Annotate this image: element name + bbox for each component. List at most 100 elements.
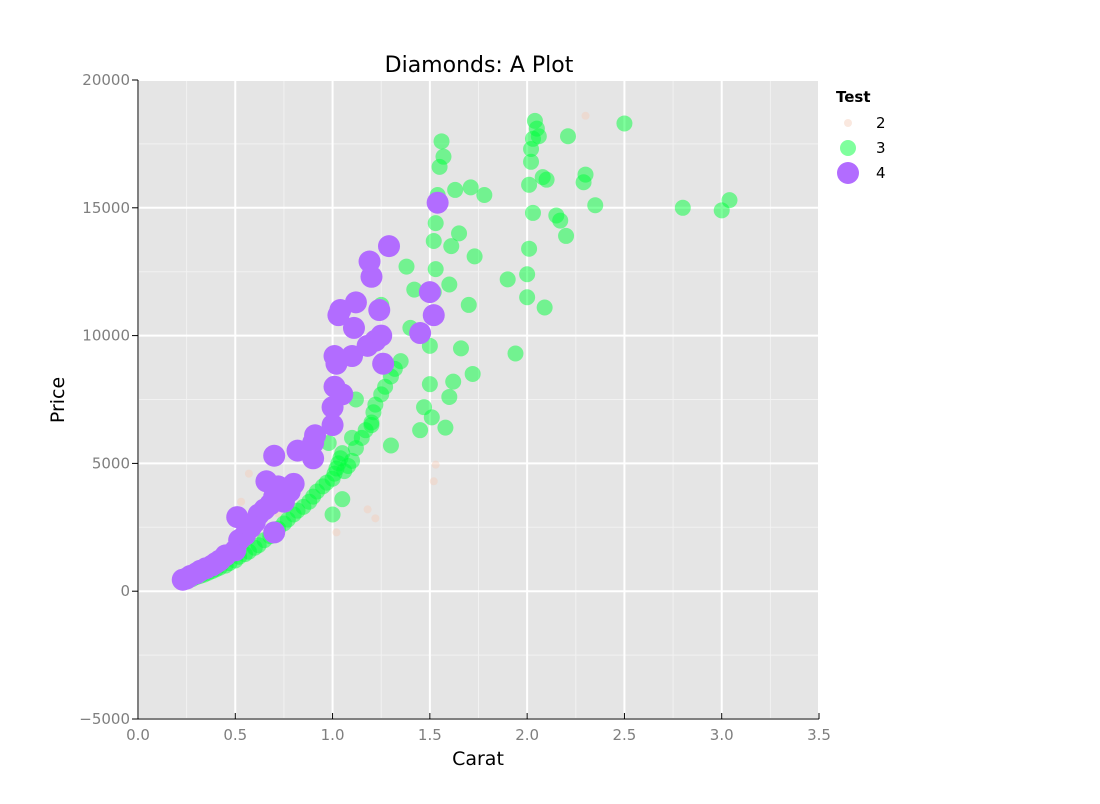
legend-label: 4 bbox=[876, 164, 886, 182]
x-tick-label: 2.0 bbox=[515, 726, 539, 744]
data-point bbox=[371, 514, 380, 523]
data-point bbox=[476, 187, 493, 204]
data-point bbox=[521, 176, 538, 193]
data-point bbox=[536, 299, 553, 316]
legend: Test 2 3 4 bbox=[836, 88, 886, 184]
data-point bbox=[302, 447, 325, 470]
series-4 bbox=[171, 191, 449, 591]
data-point bbox=[560, 128, 577, 145]
data-point bbox=[377, 235, 400, 258]
legend-marker bbox=[837, 162, 859, 184]
legend-marker bbox=[844, 119, 852, 127]
data-point bbox=[616, 115, 633, 132]
data-point bbox=[412, 422, 429, 439]
data-point bbox=[409, 322, 432, 345]
data-point bbox=[334, 491, 351, 508]
data-point bbox=[363, 505, 372, 514]
data-point bbox=[324, 506, 341, 523]
y-tick-label: −5000 bbox=[79, 710, 130, 728]
x-tick-label: 2.5 bbox=[612, 726, 636, 744]
data-point bbox=[519, 289, 536, 306]
data-point bbox=[423, 409, 440, 426]
data-point bbox=[435, 148, 452, 165]
data-point bbox=[304, 424, 327, 447]
data-point bbox=[341, 345, 364, 368]
data-point bbox=[674, 199, 691, 216]
data-point bbox=[342, 316, 365, 339]
data-point bbox=[460, 296, 477, 313]
data-point bbox=[422, 304, 445, 327]
data-point bbox=[237, 497, 246, 506]
data-point bbox=[344, 429, 361, 446]
data-point bbox=[427, 261, 444, 278]
y-tick-label: 20000 bbox=[82, 71, 130, 89]
data-point bbox=[363, 417, 380, 434]
data-point bbox=[425, 233, 442, 250]
data-point bbox=[263, 521, 286, 544]
x-tick-label: 0.5 bbox=[223, 726, 247, 744]
legend-item-2: 2 bbox=[844, 114, 886, 132]
data-point bbox=[466, 248, 483, 265]
data-point bbox=[429, 477, 438, 486]
data-point bbox=[372, 352, 395, 375]
data-point bbox=[445, 373, 462, 390]
data-point bbox=[426, 191, 449, 214]
data-point bbox=[558, 227, 575, 244]
data-point bbox=[462, 179, 479, 196]
x-axis-title: Carat bbox=[452, 748, 504, 770]
data-point bbox=[368, 299, 391, 322]
y-tick-label: 10000 bbox=[82, 327, 130, 345]
data-point bbox=[263, 444, 286, 467]
data-point bbox=[421, 376, 438, 393]
x-tick-label: 3.5 bbox=[807, 726, 831, 744]
data-point bbox=[464, 365, 481, 382]
data-point bbox=[437, 419, 454, 436]
data-point bbox=[344, 452, 361, 469]
x-tick-label: 0.0 bbox=[126, 726, 150, 744]
y-axis-title: Price bbox=[47, 377, 69, 423]
data-point bbox=[441, 388, 458, 405]
data-point bbox=[587, 197, 604, 214]
data-point bbox=[523, 153, 540, 170]
data-point bbox=[452, 340, 469, 357]
data-point bbox=[331, 383, 354, 406]
data-point bbox=[418, 281, 441, 304]
chart-title: Diamonds: A Plot bbox=[385, 53, 574, 78]
x-tick-label: 1.0 bbox=[321, 726, 345, 744]
data-point bbox=[433, 133, 450, 150]
data-point bbox=[427, 215, 444, 232]
data-point bbox=[443, 238, 460, 255]
data-point bbox=[392, 353, 409, 370]
legend-label: 3 bbox=[876, 139, 886, 157]
x-tick-label: 1.5 bbox=[418, 726, 442, 744]
data-point bbox=[441, 276, 458, 293]
data-point bbox=[244, 469, 253, 478]
data-point bbox=[538, 171, 555, 188]
y-tick-label: 5000 bbox=[92, 454, 130, 472]
data-point bbox=[406, 281, 423, 298]
data-point bbox=[237, 513, 260, 536]
data-point bbox=[530, 128, 547, 145]
data-point bbox=[370, 324, 393, 347]
y-tick-label: 0 bbox=[120, 582, 130, 600]
data-point bbox=[521, 240, 538, 257]
data-point bbox=[524, 204, 541, 221]
data-point bbox=[577, 166, 594, 183]
legend-label: 2 bbox=[876, 114, 886, 132]
data-point bbox=[344, 291, 367, 314]
x-tick-label: 3.0 bbox=[710, 726, 734, 744]
legend-item-4: 4 bbox=[837, 162, 886, 184]
data-point bbox=[282, 472, 305, 495]
data-point bbox=[519, 266, 536, 283]
data-point bbox=[451, 225, 468, 242]
data-point bbox=[321, 414, 344, 437]
data-point bbox=[581, 111, 590, 120]
data-point bbox=[332, 528, 341, 537]
data-point bbox=[499, 271, 516, 288]
data-point bbox=[447, 181, 464, 198]
data-point bbox=[382, 437, 399, 454]
legend-title: Test bbox=[836, 88, 871, 106]
data-point bbox=[255, 470, 278, 493]
data-point bbox=[360, 265, 383, 288]
